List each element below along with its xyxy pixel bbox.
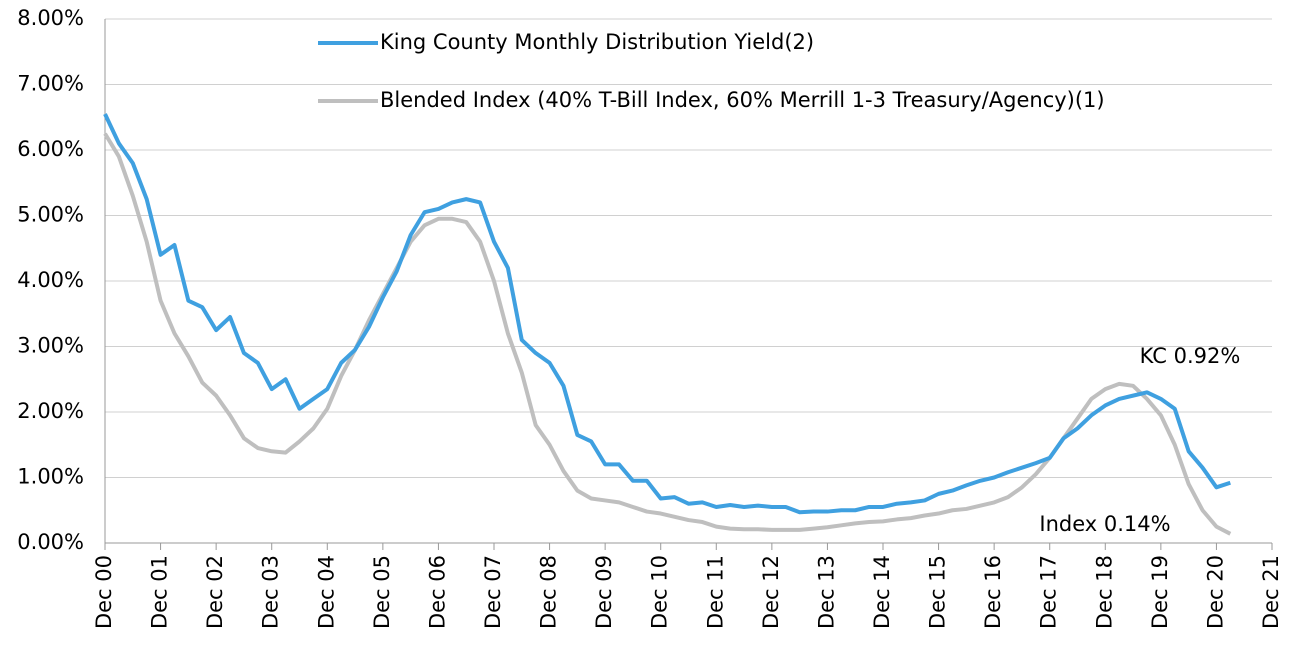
- x-tick-label: Dec 08: [537, 555, 561, 629]
- x-tick-label: Dec 14: [870, 555, 894, 629]
- legend-label: Blended Index (40% T-Bill Index, 60% Mer…: [380, 88, 1105, 112]
- x-tick-label: Dec 18: [1092, 555, 1116, 629]
- legend-label: King County Monthly Distribution Yield(2…: [380, 30, 814, 54]
- x-tick-label: Dec 16: [981, 555, 1005, 629]
- x-tick-label: Dec 01: [148, 555, 172, 629]
- y-tick-label: 5.00%: [17, 203, 84, 227]
- x-tick-label: Dec 09: [592, 555, 616, 629]
- x-tick-label: Dec 21: [1259, 555, 1283, 629]
- annotation: Index 0.14%: [1039, 512, 1170, 536]
- y-tick-label: 3.00%: [17, 334, 84, 358]
- y-tick-label: 6.00%: [17, 137, 84, 161]
- x-tick-label: Dec 03: [259, 555, 283, 629]
- y-tick-label: 1.00%: [17, 465, 84, 489]
- x-tick-label: Dec 13: [814, 555, 838, 629]
- line-series: [103, 113, 1231, 515]
- x-tick-label: Dec 10: [648, 555, 672, 629]
- x-tick-label: Dec 15: [926, 555, 950, 629]
- x-tick-label: Dec 07: [481, 555, 505, 629]
- y-tick-label: 4.00%: [17, 268, 84, 292]
- x-tick-label: Dec 05: [370, 555, 394, 629]
- y-tick-label: 8.00%: [17, 6, 84, 30]
- y-tick-label: 2.00%: [17, 399, 84, 423]
- x-tick-label: Dec 12: [759, 555, 783, 629]
- x-tick-label: Dec 00: [92, 555, 116, 629]
- x-tick-label: Dec 17: [1037, 555, 1061, 629]
- line-series: [103, 132, 1232, 536]
- x-tick-label: Dec 04: [314, 555, 338, 629]
- x-tick-label: Dec 02: [203, 555, 227, 629]
- x-tick-label: Dec 20: [1203, 555, 1227, 629]
- y-tick-label: 7.00%: [17, 72, 84, 96]
- annotation: KC 0.92%: [1140, 344, 1241, 368]
- x-tick-label: Dec 19: [1148, 555, 1172, 629]
- x-tick-label: Dec 06: [425, 555, 449, 629]
- x-tick-label: Dec 11: [703, 555, 727, 629]
- y-tick-label: 0.00%: [17, 530, 84, 554]
